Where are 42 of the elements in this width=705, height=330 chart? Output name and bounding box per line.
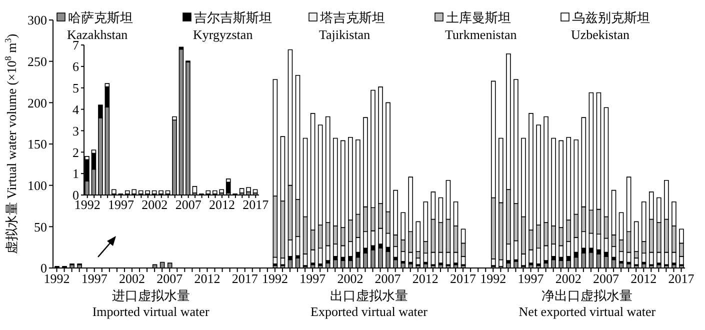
y-tick-label: 150 — [28, 136, 47, 152]
legend-label: 塔吉克斯坦 Tajikistan — [319, 10, 385, 42]
y-tick-label: 200 — [28, 95, 47, 110]
x-tick-label: 1992 — [480, 271, 506, 286]
x-tick-label: 2012 — [194, 271, 220, 286]
x-tick-label: 2007 — [156, 271, 184, 286]
y-tick-label: 4 — [72, 102, 80, 117]
legend-label: 土库曼斯坦 Turkmenistan — [445, 10, 518, 42]
y-tick-label: 250 — [28, 54, 47, 69]
x-tick-label: 1997 — [108, 197, 135, 212]
legend-label: 哈萨克斯坦 Kazakhstan — [67, 10, 133, 42]
x-tick-label: 2002 — [555, 271, 582, 286]
y-tick-label: 3 — [72, 123, 79, 138]
x-tick-label: 2017 — [232, 271, 258, 286]
x-tick-label: 2012 — [208, 197, 235, 212]
x-tick-label: 2017 — [450, 271, 477, 286]
x-tick-label: 1997 — [81, 271, 108, 286]
x-tick-label: 1992 — [262, 271, 288, 286]
legend-label: 吉尔吉斯斯坦 Kyrgyzstan — [193, 10, 272, 42]
legend-label: 乌兹别克斯坦 Uzbekistan — [571, 10, 650, 42]
x-tick-label: 2017 — [242, 197, 270, 212]
text: 进口虚拟水量 Imported virtual water — [92, 288, 210, 319]
x-tick-label: 2002 — [337, 271, 364, 286]
y-tick-label: 300 — [28, 12, 47, 28]
x-tick-label: 2017 — [668, 271, 695, 286]
text: 净出口虚拟水量 Net exported virtual water — [518, 288, 656, 319]
x-tick-label: 1997 — [300, 271, 326, 286]
y-tick-label: 100 — [28, 178, 47, 193]
y-tick-label: 6 — [72, 59, 80, 74]
y-tick-label: 1 — [72, 166, 79, 182]
x-tick-label: 2002 — [142, 197, 168, 212]
y-tick-label: 50 — [34, 219, 47, 234]
x-tick-label: 2012 — [412, 271, 438, 286]
x-tick-label: 2007 — [593, 271, 620, 286]
y-tick-label: 2 — [72, 144, 79, 160]
x-tick-label: 1997 — [518, 271, 544, 286]
x-tick-label: 2002 — [119, 271, 145, 286]
x-tick-label: 2012 — [630, 271, 657, 286]
y-tick-label: 5 — [72, 80, 79, 96]
x-tick-label: 2007 — [175, 197, 202, 212]
text: 出口虚拟水量 Exported virtual water — [310, 288, 428, 319]
x-tick-label: 2007 — [374, 271, 402, 286]
